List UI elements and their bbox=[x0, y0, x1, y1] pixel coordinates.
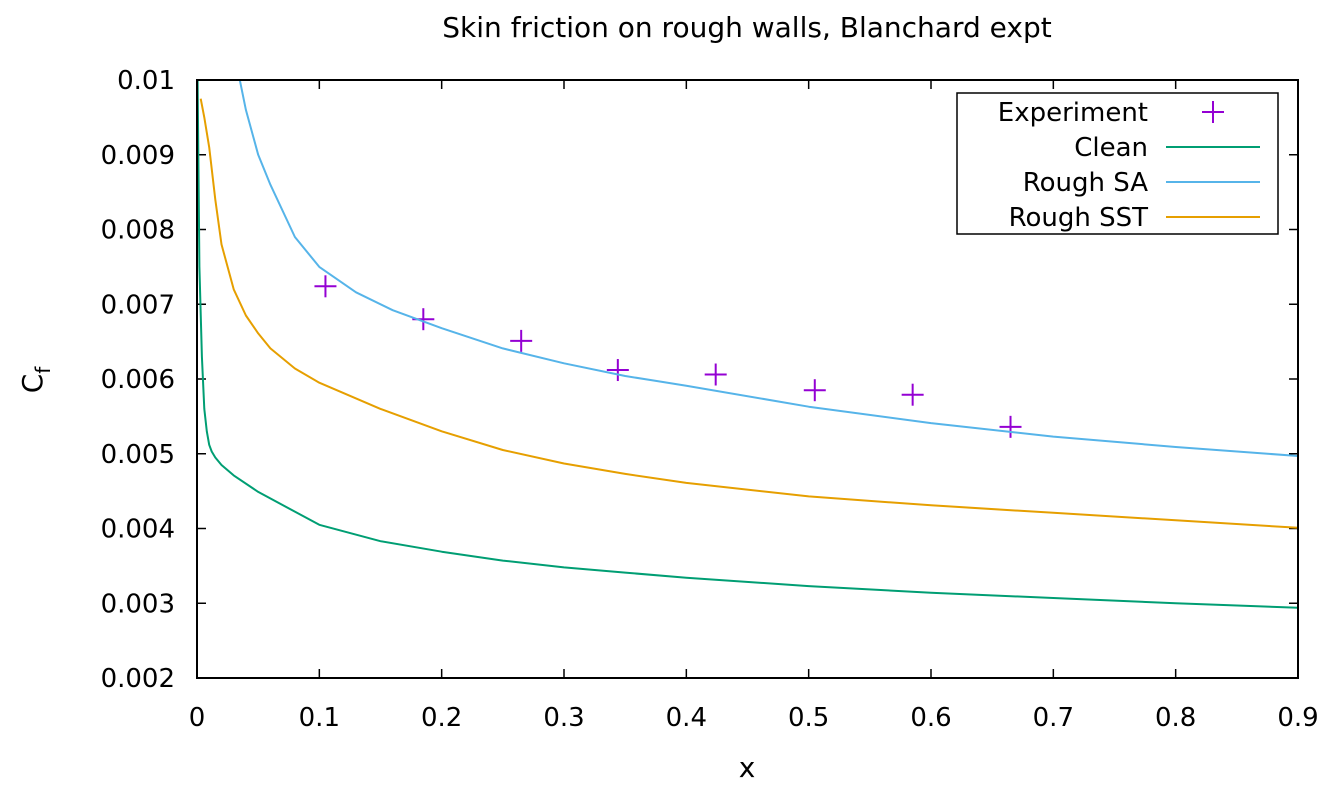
y-tick-label: 0.004 bbox=[101, 515, 175, 545]
x-tick-label: 0.5 bbox=[788, 703, 829, 733]
y-tick-label: 0.009 bbox=[101, 141, 175, 171]
experiment-point bbox=[803, 379, 826, 402]
y-axis-label-main: C bbox=[16, 374, 49, 394]
experiment-point bbox=[901, 383, 924, 406]
y-tick-label: 0.003 bbox=[101, 589, 175, 619]
y-tick-label: 0.006 bbox=[101, 365, 175, 395]
y-tick-label: 0.01 bbox=[117, 66, 175, 96]
svg-text:Cf: Cf bbox=[16, 366, 55, 394]
experiment-point bbox=[704, 363, 727, 386]
experiment-point bbox=[314, 275, 337, 298]
y-tick-label: 0.008 bbox=[101, 216, 175, 246]
x-tick-label: 0.3 bbox=[543, 703, 584, 733]
x-tick-label: 0.1 bbox=[299, 703, 340, 733]
x-axis-label: x bbox=[739, 751, 756, 784]
tick-labels: 0 0.1 0.2 0.3 0.4 0.5 0.6 0.7 0.8 0.9 0.002 0.003 0.… bbox=[101, 66, 1319, 733]
legend-box bbox=[956, 92, 1279, 235]
y-axis-label-sub: f bbox=[31, 366, 55, 374]
experiment-point bbox=[510, 329, 533, 352]
legend-label-rough-sa: Rough SA bbox=[1023, 168, 1149, 198]
x-tick-label: 0.7 bbox=[1033, 703, 1074, 733]
x-tick-label: 0.9 bbox=[1277, 703, 1318, 733]
y-tick-label: 0.007 bbox=[101, 290, 175, 320]
experiment-point bbox=[606, 359, 629, 382]
legend-label-experiment: Experiment bbox=[998, 98, 1148, 128]
experiment-point bbox=[999, 415, 1022, 438]
x-tick-label: 0.2 bbox=[421, 703, 462, 733]
series-line-clean bbox=[197, 80, 1298, 609]
legend-marker-experiment bbox=[1202, 101, 1224, 123]
x-tick-label: 0.6 bbox=[910, 703, 951, 733]
series-layer bbox=[197, 80, 1298, 609]
legend-label-rough-sst: Rough SST bbox=[1009, 203, 1149, 233]
x-tick-label: 0.4 bbox=[666, 703, 707, 733]
x-tick-label: 0 bbox=[189, 703, 206, 733]
legend: Experiment Clean Rough SA Rough SST bbox=[956, 92, 1279, 235]
y-axis-label: Cf bbox=[16, 366, 55, 394]
y-tick-label: 0.005 bbox=[101, 440, 175, 470]
x-tick-label: 0.8 bbox=[1155, 703, 1196, 733]
series-line-rough-sa bbox=[238, 80, 1298, 457]
chart-title: Skin friction on rough walls, Blanchard … bbox=[442, 11, 1051, 44]
plot-frame bbox=[196, 79, 1299, 679]
series-line-rough-sst bbox=[199, 98, 1298, 529]
legend-label-clean: Clean bbox=[1074, 133, 1148, 163]
y-tick-label: 0.002 bbox=[101, 664, 175, 694]
